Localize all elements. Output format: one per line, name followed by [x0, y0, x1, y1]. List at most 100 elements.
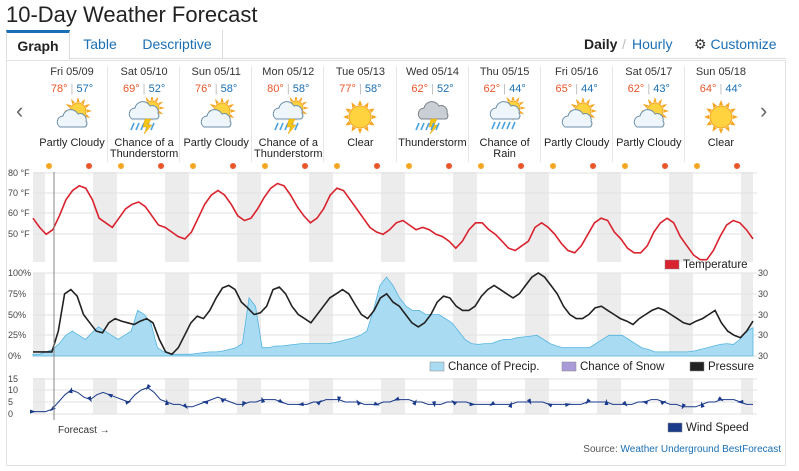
high-temp: 62°: [483, 83, 501, 95]
sun-cloud-rain-icon: [489, 97, 526, 130]
sun-icon: [703, 100, 738, 134]
high-temp: 62°: [411, 83, 428, 95]
high-temp: 64°: [699, 83, 717, 95]
high-temp: 78°: [50, 83, 68, 95]
page-title: 10-Day Weather Forecast: [6, 2, 258, 27]
day-column[interactable]: Mon 05/12 80° | 58° Chance of a Thundersto…: [252, 66, 324, 160]
temp-divider: |: [139, 83, 149, 95]
day-divider: [323, 66, 325, 162]
sun-icon: [343, 100, 378, 134]
day-column[interactable]: Sun 05/11 76° | 58° Partly Cloudy: [180, 66, 252, 149]
temp-divider: |: [355, 83, 365, 95]
day-date: Fri 05/16: [554, 66, 599, 78]
day-divider: [107, 66, 109, 162]
day-divider: [251, 66, 253, 162]
day-column[interactable]: Sun 05/18 64° | 44° Clear: [685, 66, 757, 149]
low-temp: 52°: [436, 83, 454, 95]
low-temp: 44°: [581, 83, 598, 95]
temp-divider: |: [716, 83, 726, 95]
high-temp: 77°: [339, 83, 356, 95]
day-date: Sun 05/18: [695, 66, 746, 78]
day-temps: 78° | 57°: [36, 83, 108, 95]
day-temps: 76° | 58°: [180, 83, 252, 95]
low-temp: 52°: [148, 83, 166, 95]
low-temp: 57°: [76, 83, 94, 95]
day-temps: 80° | 58°: [252, 83, 324, 95]
tab-descriptive[interactable]: Descriptive: [132, 30, 223, 58]
gear-icon: ⚙: [694, 36, 707, 52]
high-temp: 62°: [627, 83, 645, 95]
partly-cloudy-icon: [56, 97, 92, 128]
sun-cloud-rain-lightning-icon: [128, 97, 166, 135]
day-date: Mon 05/12: [262, 66, 315, 78]
day-temps: 62° | 52°: [397, 83, 469, 95]
day-column[interactable]: Thu 05/15 62° | 44° Chance of Rain: [469, 66, 541, 160]
temp-divider: |: [500, 83, 510, 95]
day-condition: Clear: [347, 137, 374, 149]
customize-button[interactable]: ⚙ Customize: [694, 36, 777, 53]
day-condition: Partly Cloudy: [543, 137, 610, 149]
forecast-panel: [6, 60, 786, 466]
temp-divider: |: [644, 83, 654, 95]
day-temps: 77° | 58°: [324, 83, 396, 95]
day-temps: 62° | 44°: [469, 83, 541, 95]
day-condition: Chance of a Thunderstorm: [254, 137, 323, 160]
day-column[interactable]: Wed 05/14 62° | 52° Thunderstorm: [397, 66, 469, 149]
daily-toggle[interactable]: Daily: [584, 36, 618, 52]
high-temp: 69°: [122, 83, 140, 95]
sun-cloud-rain-lightning-icon: [273, 97, 310, 135]
temp-divider: |: [211, 83, 221, 95]
low-temp: 58°: [292, 83, 310, 95]
day-condition: Clear: [707, 137, 735, 149]
day-date: Wed 05/14: [405, 66, 459, 78]
day-column[interactable]: Fri 05/16 65° | 44° Partly Cloudy: [541, 66, 613, 149]
day-column[interactable]: Tue 05/13 77° | 58° Clear: [324, 66, 396, 149]
day-column[interactable]: Sat 05/17 62° | 43° Partly Cloudy: [613, 66, 685, 149]
day-divider: [683, 66, 685, 162]
high-temp: 80°: [267, 83, 284, 95]
day-temps: 64° | 44°: [685, 83, 757, 95]
tab-graph[interactable]: Graph: [6, 30, 70, 60]
prev-arrow-icon[interactable]: ‹: [16, 98, 24, 123]
temp-divider: |: [283, 83, 293, 95]
day-condition: Thunderstorm: [398, 137, 467, 149]
day-column[interactable]: Fri 05/09 78° | 57° Partly Cloudy: [36, 66, 108, 149]
tab-table[interactable]: Table: [83, 36, 117, 52]
day-date: Tue 05/13: [335, 66, 385, 78]
thunderstorm-icon: [414, 101, 448, 135]
partly-cloudy-icon: [201, 97, 237, 128]
day-temps: 69° | 52°: [108, 83, 180, 95]
day-condition: Chance of Rain: [479, 137, 530, 160]
source-credit: Source: Weather Underground BestForecast: [583, 444, 781, 455]
day-column[interactable]: Sat 05/10 69° | 52° Chance of a Thundersto…: [108, 66, 180, 160]
low-temp: 44°: [509, 83, 526, 95]
temp-divider: |: [67, 83, 77, 95]
temp-divider: |: [428, 83, 437, 95]
high-temp: 65°: [555, 83, 573, 95]
day-date: Fri 05/09: [50, 66, 94, 78]
customize-label: Customize: [710, 36, 777, 52]
low-temp: 43°: [653, 83, 670, 95]
day-divider: [467, 66, 469, 162]
day-date: Thu 05/15: [479, 66, 530, 78]
day-condition: Partly Cloudy: [39, 137, 105, 149]
day-condition: Chance of a Thunderstorm: [109, 137, 179, 160]
low-temp: 58°: [220, 83, 238, 95]
day-date: Sun 05/11: [191, 66, 241, 78]
view-separator: /: [622, 36, 626, 52]
day-condition: Partly Cloudy: [183, 137, 249, 149]
day-divider: [539, 66, 541, 162]
partly-cloudy-icon: [561, 97, 597, 128]
day-divider: [179, 66, 181, 162]
hourly-toggle[interactable]: Hourly: [632, 36, 673, 52]
low-temp: 58°: [364, 83, 382, 95]
day-date: Sat 05/10: [120, 66, 168, 78]
low-temp: 44°: [725, 83, 743, 95]
source-link[interactable]: Weather Underground BestForecast: [620, 444, 781, 455]
source-label: Source:: [583, 444, 618, 455]
view-tabs: Graph Table Descriptive: [6, 30, 786, 60]
high-temp: 76°: [195, 83, 212, 95]
day-date: Sat 05/17: [625, 66, 673, 78]
day-divider: [611, 66, 613, 162]
next-arrow-icon[interactable]: ›: [760, 98, 768, 123]
